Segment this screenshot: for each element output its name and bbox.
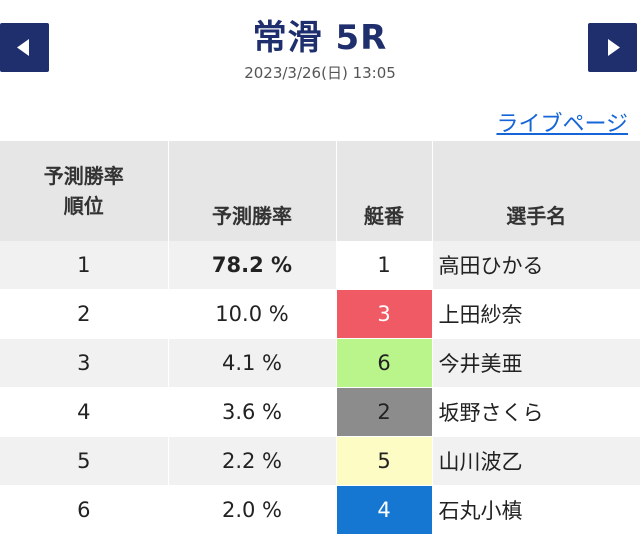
rank-cell: 4 [0, 387, 169, 437]
header-rank: 予測勝率 順位 [0, 141, 169, 241]
table-row: 5 2.2 % 5 山川波乙 [0, 436, 640, 486]
boat-number-cell: 6 [336, 338, 433, 388]
prob-cell: 78.2 % [168, 241, 337, 290]
triangle-left-icon [17, 39, 29, 56]
rank-cell: 5 [0, 436, 169, 486]
boat-number-cell: 5 [336, 436, 433, 486]
header-prob: 予測勝率 [168, 141, 337, 241]
rank-cell: 2 [0, 289, 169, 339]
prob-cell: 2.0 % [168, 485, 337, 535]
prev-race-button[interactable] [0, 23, 49, 72]
header-rank-line2: 順位 [63, 194, 104, 218]
racer-name-cell: 坂野さくら [432, 387, 640, 437]
header-boat: 艇番 [336, 141, 433, 241]
boat-number-cell: 3 [336, 289, 433, 339]
next-race-button[interactable] [588, 23, 637, 72]
table-row: 6 2.0 % 4 石丸小槙 [0, 485, 640, 535]
racer-name-cell: 山川波乙 [432, 436, 640, 486]
prediction-table: 予測勝率 順位 予測勝率 艇番 選手名 1 78.2 % 1 高田ひかる 2 10.0 %… [0, 141, 640, 535]
racer-name-cell: 上田紗奈 [432, 289, 640, 339]
prob-cell: 3.6 % [168, 387, 337, 437]
prob-cell: 4.1 % [168, 338, 337, 388]
racer-name-cell: 石丸小槙 [432, 485, 640, 535]
race-title: 常滑 5R [252, 18, 388, 58]
table-header-row: 予測勝率 順位 予測勝率 艇番 選手名 [0, 141, 640, 241]
rank-cell: 3 [0, 338, 169, 388]
header-name: 選手名 [432, 141, 640, 241]
boat-number-cell: 4 [336, 485, 433, 535]
racer-name-cell: 今井美亜 [432, 338, 640, 388]
race-datetime: 2023/3/26(日) 13:05 [244, 64, 396, 82]
prob-cell: 2.2 % [168, 436, 337, 486]
racer-name-cell: 高田ひかる [432, 241, 640, 290]
table-row: 3 4.1 % 6 今井美亜 [0, 338, 640, 388]
live-page-link[interactable]: ライブページ [496, 112, 628, 137]
prob-cell: 10.0 % [168, 289, 337, 339]
table-row: 2 10.0 % 3 上田紗奈 [0, 289, 640, 339]
header-rank-line1: 予測勝率 [43, 164, 124, 188]
table-row: 4 3.6 % 2 坂野さくら [0, 387, 640, 437]
boat-number-cell: 1 [336, 241, 433, 290]
triangle-right-icon [608, 39, 620, 56]
rank-cell: 6 [0, 485, 169, 535]
table-row: 1 78.2 % 1 高田ひかる [0, 241, 640, 290]
rank-cell: 1 [0, 241, 169, 290]
boat-number-cell: 2 [336, 387, 433, 437]
